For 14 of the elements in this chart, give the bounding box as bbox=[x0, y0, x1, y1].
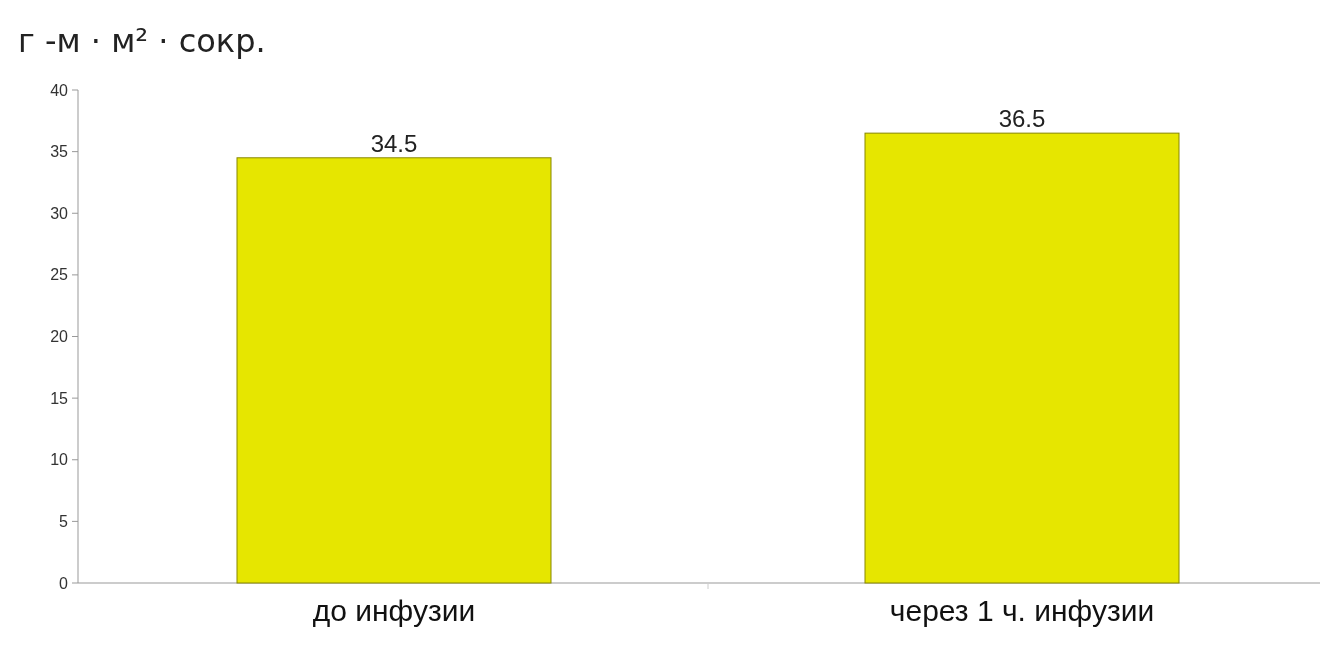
data-label: 36.5 bbox=[998, 105, 1046, 133]
x-tick-label: до инфузии bbox=[312, 594, 476, 627]
y-tick-label: 30 bbox=[50, 204, 69, 222]
y-tick-label: 35 bbox=[50, 143, 69, 161]
y-tick-label: 0 bbox=[59, 574, 69, 592]
y-tick-label: 15 bbox=[50, 389, 69, 407]
y-tick-label: 20 bbox=[50, 328, 69, 346]
data-label: 34.5 bbox=[370, 129, 418, 157]
y-tick-label: 25 bbox=[50, 266, 69, 284]
chart-title: г -м · м² · сокр. bbox=[18, 22, 266, 60]
y-tick-label: 10 bbox=[50, 451, 69, 469]
y-tick-label: 5 bbox=[59, 512, 69, 530]
y-tick-label: 40 bbox=[50, 81, 69, 99]
x-tick-label: через 1 ч. инфузии bbox=[889, 594, 1155, 627]
